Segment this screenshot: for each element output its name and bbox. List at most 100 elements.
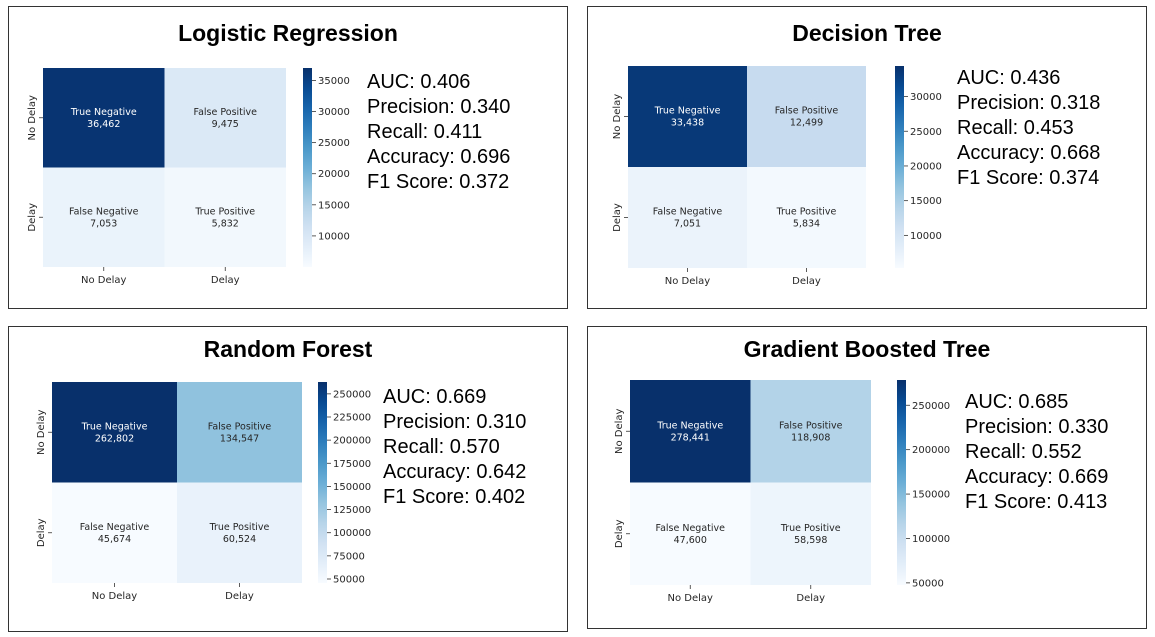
colorbar-tick-label: 25000 bbox=[318, 138, 350, 149]
metric-line: Recall: 0.453 bbox=[957, 117, 1074, 139]
heatmap-cell bbox=[52, 482, 177, 583]
colorbar-tick-label: 100000 bbox=[333, 528, 371, 539]
cell-value: 262,802 bbox=[95, 433, 134, 444]
cell-value: 5,832 bbox=[212, 218, 239, 229]
colorbar-tick-label: 20000 bbox=[910, 161, 942, 172]
cell-label: False Negative bbox=[69, 206, 139, 217]
cell-value: 7,051 bbox=[674, 219, 701, 230]
metric-line: F1 Score: 0.374 bbox=[957, 167, 1100, 189]
panel-title: Gradient Boosted Tree bbox=[743, 336, 991, 362]
metrics-list: AUC: 0.406 Precision: 0.340 Recall: 0.411 A… bbox=[367, 70, 510, 195]
y-tick-label: No Delay bbox=[614, 408, 625, 454]
cell-label: False Positive bbox=[775, 106, 839, 117]
metric-line: AUC: 0.669 bbox=[383, 386, 487, 408]
cell-label: False Positive bbox=[779, 420, 843, 431]
cell-label: False Positive bbox=[194, 107, 258, 118]
colorbar-tick-label: 15000 bbox=[910, 196, 942, 207]
y-tick-label: No Delay bbox=[27, 95, 38, 141]
x-tick-label: Delay bbox=[792, 276, 821, 287]
colorbar-tick-label: 25000 bbox=[910, 127, 942, 138]
colorbar-tick-label: 175000 bbox=[333, 459, 371, 470]
cell-value: 5,834 bbox=[793, 219, 820, 230]
x-tick-label: Delay bbox=[211, 275, 240, 286]
heatmap-cell bbox=[164, 68, 286, 168]
panel-title: Random Forest bbox=[203, 336, 373, 362]
colorbar-tick-label: 200000 bbox=[912, 445, 950, 456]
panel-title: Decision Tree bbox=[792, 20, 942, 46]
cell-value: 118,908 bbox=[791, 432, 830, 443]
colorbar-tick-label: 200000 bbox=[333, 436, 371, 447]
y-tick-label: Delay bbox=[612, 203, 623, 232]
x-tick-label: No Delay bbox=[92, 591, 138, 602]
panel-random-forest: Random Forest True Negative 262,802 False … bbox=[8, 326, 568, 632]
colorbar-tick-label: 150000 bbox=[333, 482, 371, 493]
colorbar-tick-label: 50000 bbox=[912, 578, 944, 589]
metric-line: F1 Score: 0.372 bbox=[367, 171, 510, 193]
y-tick-label: Delay bbox=[36, 518, 47, 547]
heatmap-cell bbox=[750, 482, 871, 585]
cell-value: 134,547 bbox=[220, 433, 259, 444]
metrics-list: AUC: 0.685 Precision: 0.330 Recall: 0.552 A… bbox=[965, 390, 1108, 515]
x-tick-label: Delay bbox=[225, 591, 254, 602]
x-tick-label: No Delay bbox=[81, 275, 127, 286]
metric-line: F1 Score: 0.413 bbox=[965, 491, 1108, 513]
cell-value: 12,499 bbox=[790, 118, 823, 129]
y-tick-label: Delay bbox=[27, 203, 38, 232]
cell-label: True Positive bbox=[776, 207, 837, 218]
colorbar-tick-label: 250000 bbox=[333, 389, 371, 400]
y-tick-label: No Delay bbox=[36, 409, 47, 455]
metric-line: AUC: 0.436 bbox=[957, 67, 1061, 89]
metric-line: F1 Score: 0.402 bbox=[383, 486, 526, 508]
heatmap-cell bbox=[630, 380, 751, 483]
metric-line: Accuracy: 0.642 bbox=[383, 461, 527, 483]
cell-value: 58,598 bbox=[794, 535, 827, 546]
metric-line: Precision: 0.330 bbox=[965, 416, 1109, 438]
colorbar-tick-label: 30000 bbox=[910, 92, 942, 103]
colorbar-tick-label: 30000 bbox=[318, 107, 350, 118]
heatmap-cell bbox=[177, 382, 302, 483]
heatmap-cell bbox=[630, 482, 751, 585]
colorbar-tick-label: 250000 bbox=[912, 401, 950, 412]
cell-value: 36,462 bbox=[87, 119, 120, 130]
heatmap-cell bbox=[164, 167, 286, 267]
colorbar-tick-label: 50000 bbox=[333, 574, 365, 585]
cell-value: 7,053 bbox=[90, 218, 117, 229]
metric-line: Precision: 0.318 bbox=[957, 92, 1101, 114]
panel-logistic-regression: Logistic Regression True Negative 36,462 F… bbox=[8, 6, 568, 309]
metrics-list: AUC: 0.669 Precision: 0.310 Recall: 0.570 A… bbox=[383, 385, 526, 510]
colorbar-tick-label: 20000 bbox=[318, 169, 350, 180]
heatmap-cell bbox=[177, 482, 302, 583]
x-tick-label: Delay bbox=[796, 593, 825, 604]
metric-line: Recall: 0.570 bbox=[383, 436, 500, 458]
colorbar-tick-label: 10000 bbox=[910, 231, 942, 242]
cell-label: True Positive bbox=[194, 206, 255, 217]
cell-label: False Negative bbox=[653, 207, 723, 218]
cell-label: True Positive bbox=[780, 523, 841, 534]
colorbar bbox=[895, 66, 904, 268]
cell-label: True Negative bbox=[70, 107, 137, 118]
panel-decision-tree: Decision Tree True Negative 33,438 False P… bbox=[587, 6, 1147, 309]
heatmap-cell bbox=[747, 66, 866, 167]
cell-value: 33,438 bbox=[671, 118, 704, 129]
colorbar-tick-label: 15000 bbox=[318, 200, 350, 211]
colorbar-tick-label: 225000 bbox=[333, 412, 371, 423]
cell-value: 45,674 bbox=[98, 534, 131, 545]
panel-title: Logistic Regression bbox=[178, 20, 398, 46]
cell-label: False Negative bbox=[655, 523, 725, 534]
cell-label: True Positive bbox=[209, 522, 270, 533]
heatmap-cell bbox=[747, 167, 866, 268]
cell-label: False Positive bbox=[208, 421, 272, 432]
metric-line: Precision: 0.340 bbox=[367, 96, 511, 118]
cell-value: 47,600 bbox=[674, 535, 707, 546]
metric-line: Recall: 0.411 bbox=[367, 121, 483, 143]
y-tick-label: Delay bbox=[614, 519, 625, 548]
colorbar-tick-label: 125000 bbox=[333, 505, 371, 516]
cell-label: True Negative bbox=[656, 420, 723, 431]
metric-line: Accuracy: 0.668 bbox=[957, 142, 1101, 164]
metrics-list: AUC: 0.436 Precision: 0.318 Recall: 0.453 A… bbox=[957, 66, 1100, 191]
colorbar-tick-label: 75000 bbox=[333, 551, 365, 562]
metric-line: AUC: 0.685 bbox=[965, 391, 1069, 413]
colorbar-tick-label: 10000 bbox=[318, 231, 350, 242]
